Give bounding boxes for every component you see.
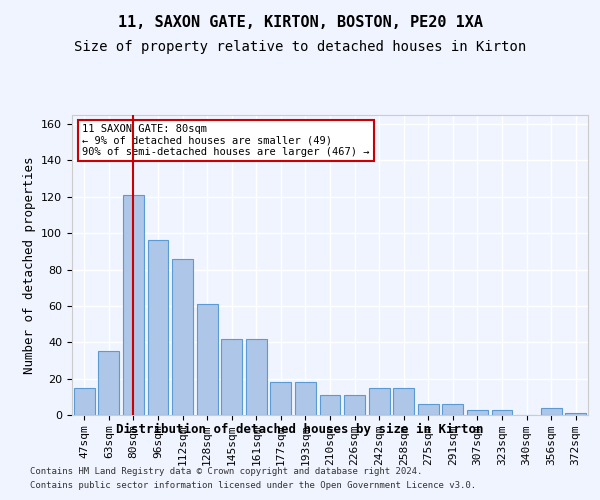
Bar [541,408,562,415]
Bar [197,304,218,415]
Bar [344,395,365,415]
Text: 11, SAXON GATE, KIRTON, BOSTON, PE20 1XA: 11, SAXON GATE, KIRTON, BOSTON, PE20 1XA [118,15,482,30]
Text: 11 SAXON GATE: 80sqm
← 9% of detached houses are smaller (49)
90% of semi-detach: 11 SAXON GATE: 80sqm ← 9% of detached ho… [82,124,370,157]
Bar [320,395,340,415]
Bar [221,338,242,415]
Bar [442,404,463,415]
Text: Size of property relative to detached houses in Kirton: Size of property relative to detached ho… [74,40,526,54]
Bar [565,413,586,415]
Bar [123,195,144,415]
Bar [98,352,119,415]
Bar [271,382,292,415]
Text: Contains HM Land Registry data © Crown copyright and database right 2024.: Contains HM Land Registry data © Crown c… [30,468,422,476]
Text: Distribution of detached houses by size in Kirton: Distribution of detached houses by size … [116,422,484,436]
Bar [74,388,95,415]
Text: Contains public sector information licensed under the Open Government Licence v3: Contains public sector information licen… [30,481,476,490]
Y-axis label: Number of detached properties: Number of detached properties [23,156,35,374]
Bar [368,388,389,415]
Bar [393,388,414,415]
Bar [491,410,512,415]
Bar [246,338,267,415]
Bar [172,258,193,415]
Bar [418,404,439,415]
Bar [148,240,169,415]
Bar [295,382,316,415]
Bar [467,410,488,415]
